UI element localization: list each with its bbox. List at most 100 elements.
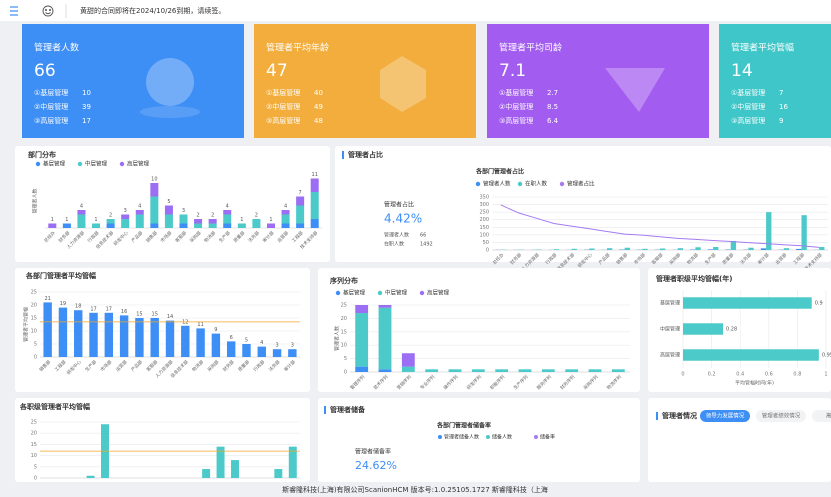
total-label: 5 <box>167 199 170 205</box>
bar <box>760 248 767 250</box>
total-label: 4 <box>226 204 229 210</box>
panel <box>318 268 640 392</box>
total-label: 1 <box>240 217 243 223</box>
bar <box>683 323 724 335</box>
notice-icon[interactable] <box>42 5 54 17</box>
bar <box>208 219 217 224</box>
footer-bar <box>0 482 831 497</box>
bar <box>355 305 369 314</box>
card-item-value: 40 <box>314 89 323 97</box>
bar <box>179 223 188 228</box>
card-item-label: ③高层管理 <box>731 116 765 125</box>
card-value: 66 <box>34 61 56 81</box>
legend-swatch <box>77 161 83 167</box>
bar <box>165 320 175 357</box>
bar <box>89 312 98 357</box>
legend-label: 管理者人数 <box>483 180 511 188</box>
bar <box>272 349 282 357</box>
card-value: 47 <box>266 61 288 81</box>
total-label: 2 <box>109 213 112 219</box>
data-label: 14 <box>167 314 173 320</box>
bar <box>281 223 290 228</box>
bar <box>683 297 812 309</box>
bar <box>281 210 290 215</box>
legend-label: 高层管理 <box>427 289 450 297</box>
bar <box>748 247 754 250</box>
top-bar <box>0 0 831 21</box>
total-label: 1 <box>269 217 272 223</box>
kpi-card <box>254 24 476 138</box>
ratio-value: 4.42% <box>384 212 422 226</box>
bar <box>766 212 772 250</box>
bar <box>242 344 251 357</box>
data-label: 3 <box>291 343 294 349</box>
tab[interactable] <box>812 410 831 422</box>
bar <box>223 214 232 224</box>
kpi-card <box>719 24 831 138</box>
bar <box>378 369 392 372</box>
bar <box>683 349 819 361</box>
bar <box>518 369 532 372</box>
bar <box>179 214 188 224</box>
legend-label: 管理者储备人数 <box>444 434 479 441</box>
bar <box>237 223 246 228</box>
y-tick-label: 基层管理 <box>660 300 680 307</box>
bar <box>216 446 225 478</box>
bar <box>106 223 115 228</box>
bar <box>150 318 159 357</box>
bar <box>62 223 71 228</box>
bar <box>281 214 290 224</box>
data-label: 3 <box>275 343 278 349</box>
bar <box>121 214 130 219</box>
staff-label: 在职人数 <box>384 241 404 248</box>
y-tick-label: 5 <box>34 342 37 348</box>
bar <box>783 248 790 250</box>
bar <box>194 223 203 228</box>
legend-label: 储备率 <box>540 434 555 441</box>
total-label: 11 <box>312 172 318 178</box>
card-title: 管理者平均管幅 <box>731 42 794 54</box>
card-item-label: ②中层管理 <box>731 102 765 111</box>
card-value: 7.1 <box>499 61 526 81</box>
bar <box>196 328 205 357</box>
bar <box>378 305 392 308</box>
legend-swatch <box>419 290 425 296</box>
bar <box>296 196 305 206</box>
bar <box>624 247 630 250</box>
bar <box>796 248 802 250</box>
bar <box>48 223 57 228</box>
y-tick-label: 10 <box>31 329 37 335</box>
bar <box>150 223 159 228</box>
card-item-value: 49 <box>314 103 323 111</box>
x-tick-label: 0.4 <box>736 372 744 378</box>
legend-swatch <box>486 435 490 439</box>
tab-label[interactable]: 离职情况 <box>826 412 831 420</box>
bar <box>119 315 129 357</box>
bar <box>355 366 369 372</box>
y-tick-label: 25 <box>31 420 37 426</box>
title-marker <box>656 412 658 420</box>
tab-label[interactable]: 管理者绩效情况 <box>762 412 801 420</box>
bar <box>104 312 114 357</box>
tab-label[interactable]: 领导力发展情况 <box>706 412 745 420</box>
bar <box>74 310 83 357</box>
card-item-label: ①基层管理 <box>731 88 765 97</box>
data-label: 16 <box>121 309 127 315</box>
data-label: 4 <box>260 340 263 346</box>
tab[interactable] <box>700 410 750 422</box>
bar <box>425 369 439 372</box>
managers-label: 管理者人数 <box>384 232 409 239</box>
card-item-label: ①基层管理 <box>34 88 68 97</box>
y-tick-label: 5 <box>344 356 347 362</box>
tab[interactable] <box>756 410 806 422</box>
total-label: 10 <box>151 177 157 183</box>
total-label: 4 <box>138 204 141 210</box>
chart-title: 各部门管理者占比 <box>475 168 524 176</box>
bar <box>310 178 319 192</box>
menu-icon[interactable] <box>10 6 18 16</box>
legend-label: 储备人数 <box>492 434 512 441</box>
data-label: 18 <box>75 304 81 310</box>
managers-value: 66 <box>420 233 426 239</box>
y-tick-label: 0 <box>34 476 37 482</box>
panel-title: 部门分布 <box>28 150 56 159</box>
